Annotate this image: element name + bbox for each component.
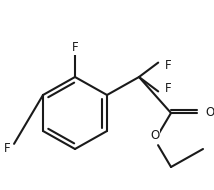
Text: F: F xyxy=(165,59,172,72)
Text: O: O xyxy=(205,107,214,120)
Text: F: F xyxy=(72,41,78,54)
Text: O: O xyxy=(150,129,160,142)
Text: F: F xyxy=(165,82,172,95)
Text: F: F xyxy=(4,142,11,155)
